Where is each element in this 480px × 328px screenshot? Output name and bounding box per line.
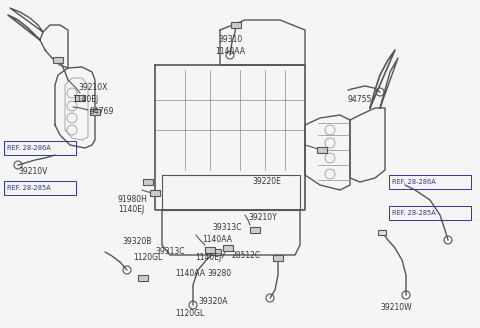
Bar bbox=[273, 255, 283, 261]
Text: 1140AA: 1140AA bbox=[215, 48, 245, 56]
Bar bbox=[53, 57, 63, 63]
Bar bbox=[143, 179, 153, 185]
Text: 39210Y: 39210Y bbox=[248, 214, 277, 222]
Text: 1140EJ: 1140EJ bbox=[118, 206, 144, 215]
Bar bbox=[138, 275, 148, 281]
Text: 1120GL: 1120GL bbox=[175, 309, 204, 318]
Bar bbox=[378, 230, 386, 235]
Text: 39320B: 39320B bbox=[122, 237, 151, 247]
Text: REF. 28-285A: REF. 28-285A bbox=[392, 210, 436, 216]
Text: 1140AA: 1140AA bbox=[202, 236, 232, 244]
Bar bbox=[223, 245, 233, 251]
Text: 1140AA: 1140AA bbox=[175, 270, 205, 278]
Bar bbox=[75, 95, 85, 101]
Text: 39313C: 39313C bbox=[155, 248, 184, 256]
Text: 39313C: 39313C bbox=[212, 223, 241, 233]
Text: 1140EJ: 1140EJ bbox=[72, 95, 98, 105]
Text: 39310: 39310 bbox=[218, 35, 242, 45]
Text: 1120GL: 1120GL bbox=[133, 254, 162, 262]
Text: 39210X: 39210X bbox=[78, 84, 108, 92]
Bar bbox=[205, 247, 215, 253]
Bar bbox=[317, 147, 327, 153]
Text: 28512C: 28512C bbox=[232, 251, 261, 259]
Text: 1140EJ: 1140EJ bbox=[195, 254, 221, 262]
Text: 94769: 94769 bbox=[90, 108, 114, 116]
Text: 94755: 94755 bbox=[348, 95, 372, 105]
Text: 39220E: 39220E bbox=[252, 177, 281, 187]
Bar bbox=[211, 249, 221, 255]
Bar bbox=[250, 227, 260, 233]
Text: REF. 28-286A: REF. 28-286A bbox=[7, 145, 51, 151]
Text: REF. 28-286A: REF. 28-286A bbox=[392, 179, 436, 185]
Text: 39210V: 39210V bbox=[18, 168, 48, 176]
Text: 39320A: 39320A bbox=[198, 297, 228, 306]
Text: REF. 28-285A: REF. 28-285A bbox=[7, 185, 51, 191]
Text: 39280: 39280 bbox=[207, 270, 231, 278]
Text: 91980H: 91980H bbox=[118, 195, 148, 204]
Bar bbox=[150, 190, 160, 196]
Text: 39210W: 39210W bbox=[380, 303, 412, 313]
Bar bbox=[231, 22, 241, 28]
Bar bbox=[90, 109, 100, 115]
